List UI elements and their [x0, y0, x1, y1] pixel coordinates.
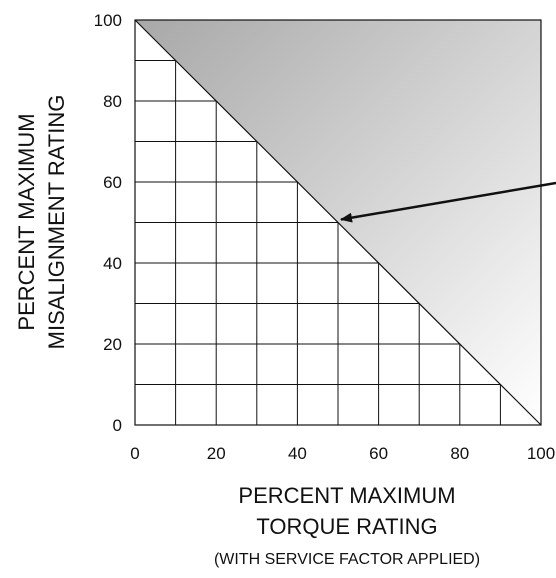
plot-area — [134, 19, 542, 426]
y-tick-label: 100 — [94, 11, 122, 30]
x-tick-label: 0 — [130, 444, 139, 463]
x-tick-label: 60 — [369, 444, 388, 463]
x-axis-title-line-1: PERCENT MAXIMUM — [238, 483, 455, 508]
plot-frame — [134, 19, 542, 426]
x-axis-subtitle: (WITH SERVICE FACTOR APPLIED) — [214, 551, 480, 568]
annotation-arrow — [340, 181, 556, 223]
diagonal-boundary-line — [134, 19, 542, 426]
x-tick-label: 40 — [288, 444, 307, 463]
x-tick-label: 100 — [527, 444, 555, 463]
y-tick-label: 60 — [103, 173, 122, 192]
y-axis-title-line-2: MISALIGNMENT RATING — [44, 95, 69, 350]
x-tick-label: 20 — [207, 444, 226, 463]
y-tick-label: 0 — [113, 416, 122, 435]
y-axis-title-line-1: PERCENT MAXIMUM — [14, 113, 39, 330]
x-tick-label: 80 — [450, 444, 469, 463]
grid — [135, 60, 501, 425]
y-tick-label: 80 — [103, 92, 122, 111]
y-axis-ticks: 0 20 40 60 80 100 — [94, 11, 122, 435]
y-tick-label: 40 — [103, 254, 122, 273]
y-tick-label: 20 — [103, 335, 122, 354]
x-axis-title-line-2: TORQUE RATING — [256, 514, 437, 539]
x-axis-ticks: 0 20 40 60 80 100 — [130, 444, 555, 463]
